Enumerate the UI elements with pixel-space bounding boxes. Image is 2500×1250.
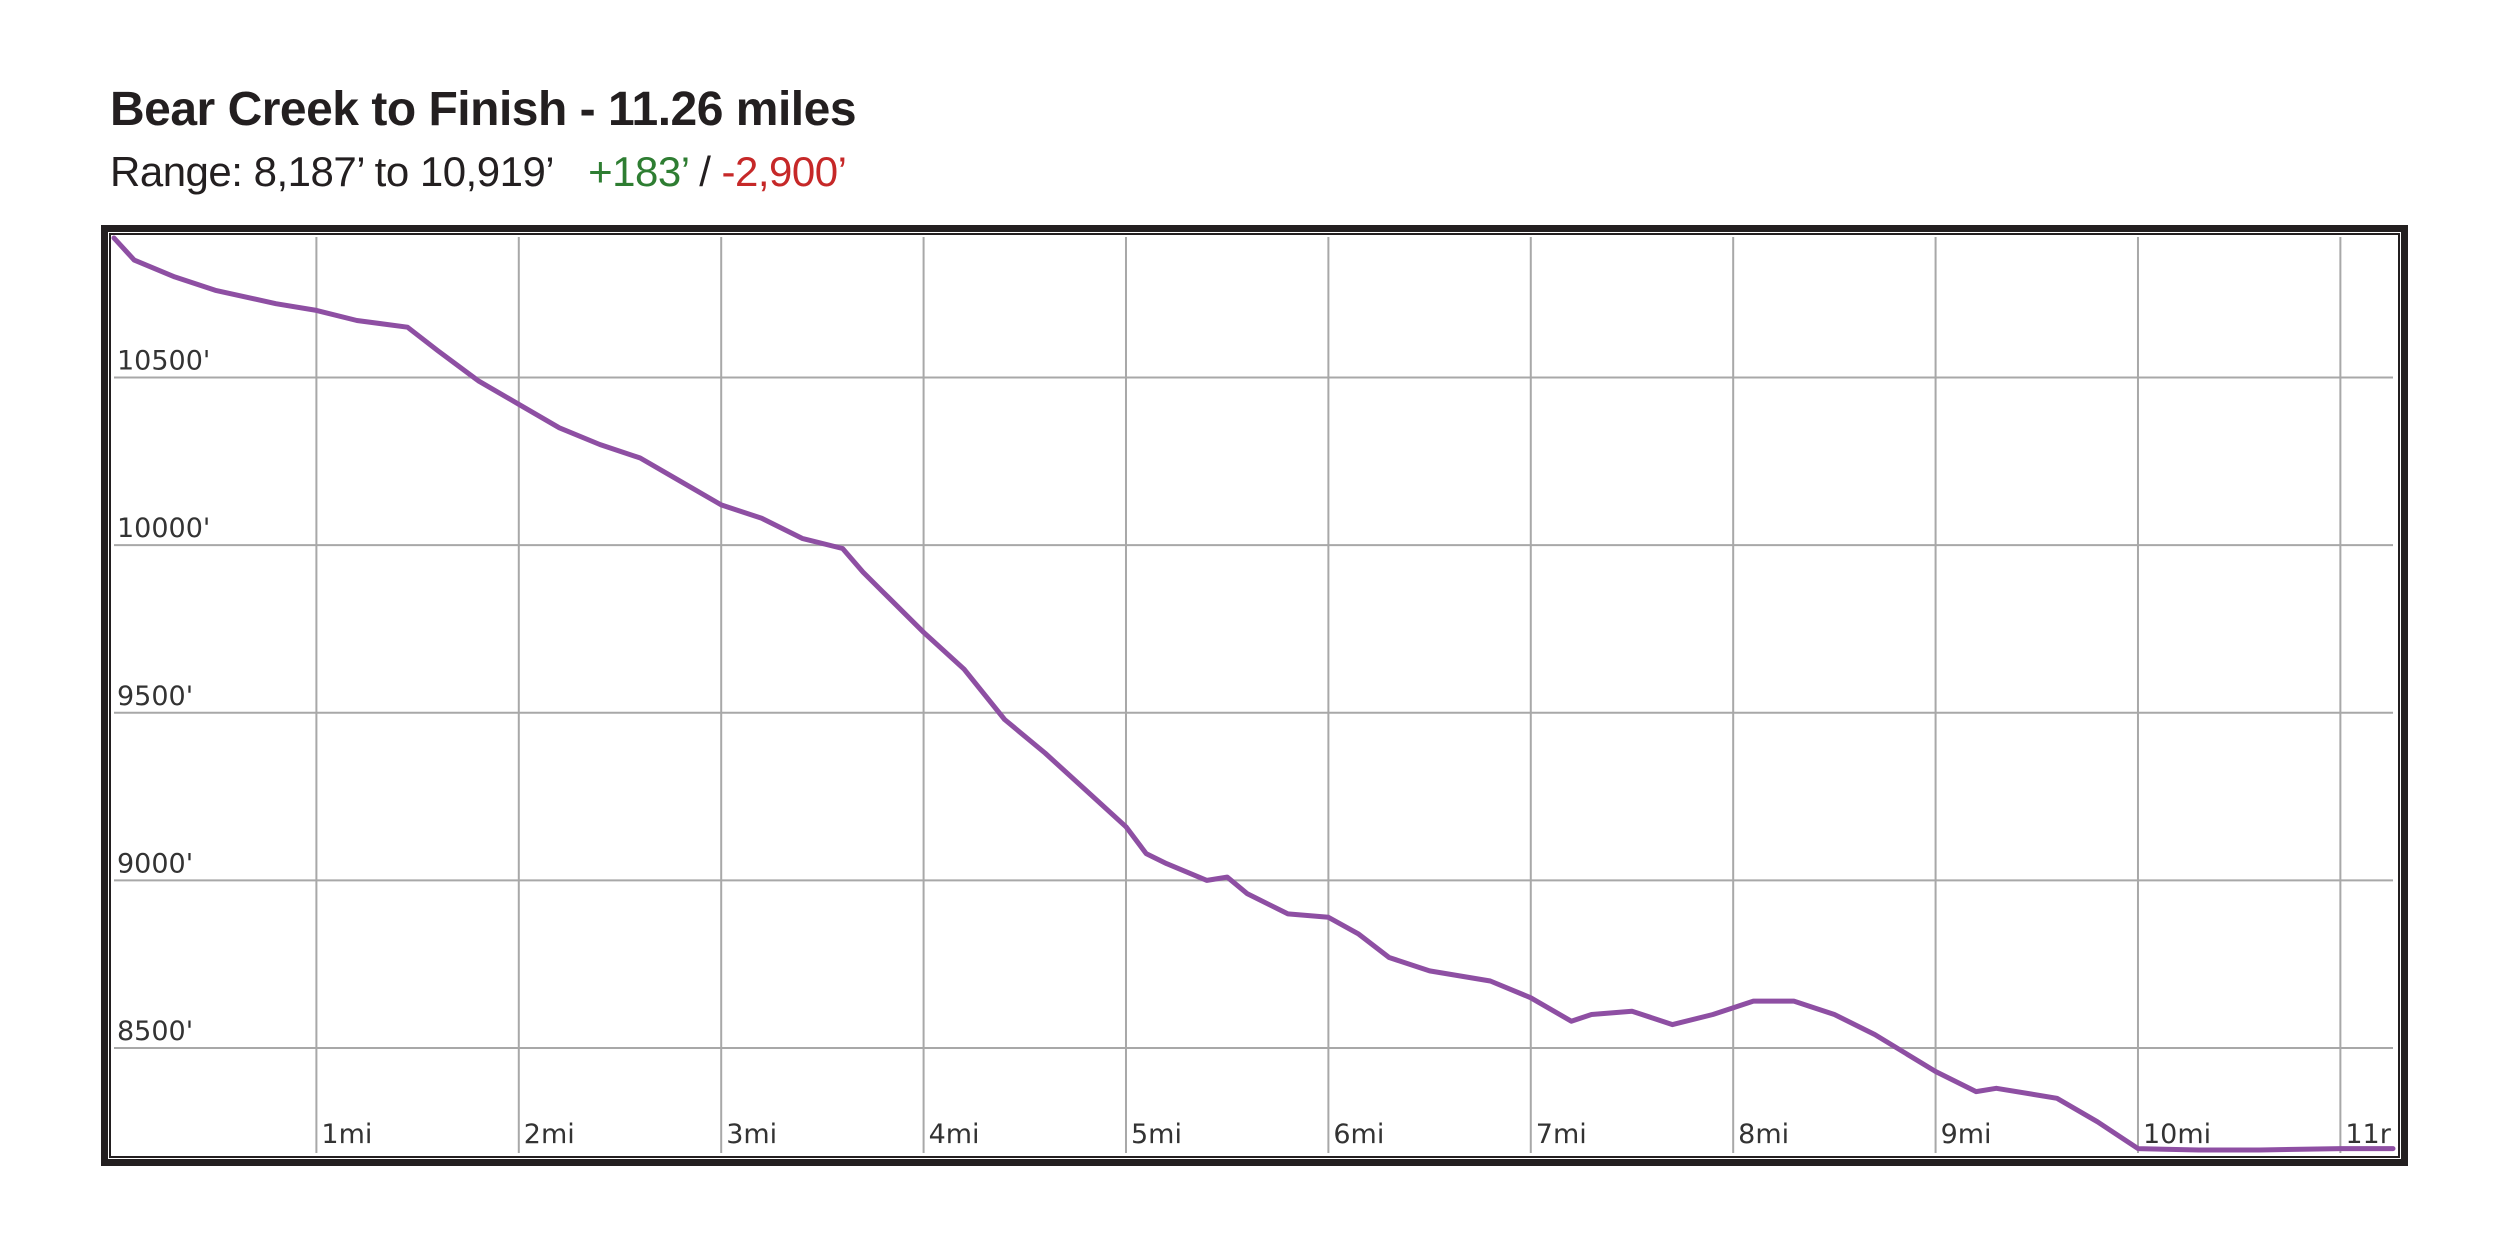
chart-inner-border xyxy=(109,233,2400,1158)
elevation-profile-line xyxy=(111,235,2396,1153)
x-tick-label: 2mi xyxy=(524,1119,575,1150)
x-tick-label: 4mi xyxy=(929,1119,980,1150)
x-tick-label: 10mi xyxy=(2143,1119,2211,1150)
chart-frame: 1mi 2mi 3mi 4mi 5mi 6mi 7mi 8mi 9mi 10mi 11r 8500' 9… xyxy=(101,225,2408,1166)
elevation-range: Range: 8,187’ to 10,919’ xyxy=(110,148,555,195)
y-tick-label: 10000' xyxy=(117,513,210,544)
elevation-chart: 1mi 2mi 3mi 4mi 5mi 6mi 7mi 8mi 9mi 10mi 11r 8500' 9… xyxy=(109,233,2400,1158)
x-tick-label: 11r xyxy=(2345,1119,2391,1150)
y-tick-label: 10500' xyxy=(117,345,210,376)
x-tick-label: 9mi xyxy=(1941,1119,1992,1150)
x-tick-label: 3mi xyxy=(726,1119,777,1150)
gain-loss-separator: / xyxy=(699,148,711,195)
x-tick-label: 8mi xyxy=(1738,1119,1789,1150)
x-tick-label: 6mi xyxy=(1333,1119,1384,1150)
tick-labels: 1mi 2mi 3mi 4mi 5mi 6mi 7mi 8mi 9mi 10mi 11r 8500' 9… xyxy=(117,345,2392,1150)
elevation-loss: -2,900’ xyxy=(721,148,847,195)
y-tick-label: 8500' xyxy=(117,1016,193,1047)
x-tick-label: 5mi xyxy=(1131,1119,1182,1150)
grid-lines xyxy=(114,237,2393,1153)
x-tick-label: 7mi xyxy=(1536,1119,1587,1150)
elevation-gain: +183’ xyxy=(588,148,689,195)
y-tick-label: 9000' xyxy=(117,848,193,879)
elevation-summary: Range: 8,187’ to 10,919’ +183’ / -2,900’ xyxy=(110,148,847,196)
x-tick-label: 1mi xyxy=(321,1119,372,1150)
chart-title: Bear Creek to Finish - 11.26 miles xyxy=(110,83,857,136)
y-tick-label: 9500' xyxy=(117,681,193,712)
